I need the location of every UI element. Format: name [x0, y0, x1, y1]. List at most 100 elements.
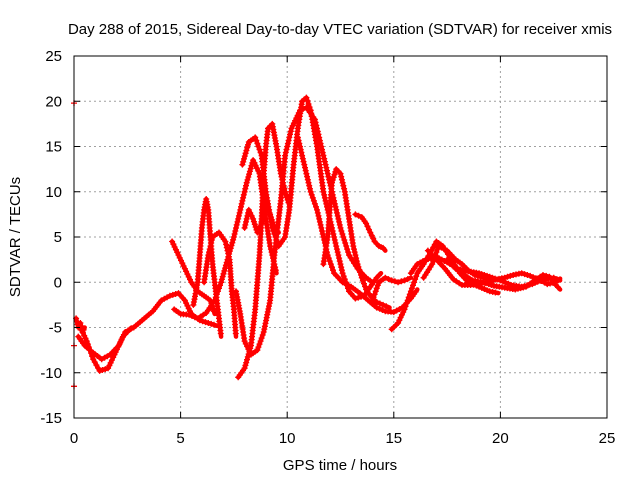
- data-point: [280, 182, 287, 189]
- data-point: [277, 170, 284, 177]
- data-point: [323, 164, 330, 171]
- data-point: [172, 291, 179, 297]
- data-point: [184, 271, 191, 278]
- data-point: [87, 347, 93, 354]
- data-point: [304, 176, 311, 183]
- data-point: [358, 272, 364, 278]
- data-point: [318, 224, 325, 231]
- data-point: [230, 236, 237, 243]
- data-point: [199, 318, 206, 325]
- data-point: [329, 177, 336, 183]
- data-point: [300, 158, 307, 165]
- data-point: [202, 319, 209, 326]
- data-point: [395, 320, 402, 326]
- data-point: [294, 134, 301, 141]
- data-point: [242, 340, 249, 347]
- data-point: [372, 288, 379, 295]
- data-point: [207, 243, 214, 250]
- data-point: [311, 200, 318, 207]
- data-point: [80, 326, 87, 333]
- data-point: [184, 302, 191, 309]
- data-point: [319, 231, 326, 237]
- data-point: [284, 143, 291, 150]
- data-point: [316, 218, 323, 225]
- data-point: [250, 218, 257, 225]
- data-point: [532, 275, 539, 282]
- data-point: [243, 215, 250, 222]
- data-point: [257, 338, 264, 345]
- data-point: [371, 291, 378, 298]
- data-point: [345, 249, 352, 256]
- data-point: [254, 347, 261, 354]
- data-point: [126, 326, 133, 333]
- data-point: [306, 182, 313, 189]
- data-point: [242, 362, 249, 369]
- data-point: [320, 152, 327, 159]
- data-point: [256, 146, 263, 153]
- data-point: [254, 140, 261, 147]
- data-point: [243, 179, 250, 186]
- data-point: [180, 263, 187, 269]
- data-point: [222, 238, 229, 245]
- data-point: [247, 345, 254, 352]
- data-point: [187, 276, 193, 283]
- data-point: [355, 294, 362, 301]
- data-point: [110, 354, 117, 361]
- data-point: [351, 249, 358, 256]
- data-point: [329, 179, 335, 186]
- data-point: [252, 134, 259, 141]
- data-point: [502, 279, 509, 286]
- data-point: [85, 344, 92, 351]
- data-point: [388, 277, 395, 284]
- data-point: [350, 243, 357, 250]
- data-point: [246, 168, 253, 175]
- data-point: [208, 240, 215, 246]
- data-point: [406, 291, 413, 298]
- data-point: [233, 225, 239, 231]
- data-point: [255, 167, 262, 174]
- data-point: [515, 285, 521, 292]
- data-point: [264, 205, 271, 212]
- data-point: [73, 318, 80, 325]
- data-point: [395, 279, 402, 286]
- data-point: [224, 247, 231, 254]
- data-point: [176, 254, 183, 261]
- data-point: [256, 341, 263, 348]
- data-point: [321, 155, 328, 162]
- y-tick-label: 25: [45, 48, 62, 65]
- data-point: [340, 273, 347, 280]
- data-point: [303, 94, 310, 101]
- data-point: [77, 320, 84, 326]
- data-point: [340, 182, 347, 189]
- data-point: [306, 185, 313, 192]
- data-point: [338, 176, 345, 183]
- data-point: [296, 140, 303, 147]
- data-point: [474, 272, 481, 279]
- x-tick-label: 0: [70, 430, 78, 447]
- data-point: [376, 305, 383, 312]
- data-point: [181, 297, 188, 304]
- data-point: [258, 220, 265, 227]
- data-point: [267, 243, 274, 250]
- data-point: [501, 274, 508, 281]
- x-tick-label: 5: [176, 430, 184, 447]
- data-point: [302, 164, 308, 171]
- data-point: [411, 279, 418, 286]
- data-point: [210, 305, 216, 312]
- data-point: [404, 276, 411, 283]
- data-point: [281, 185, 288, 192]
- data-point: [339, 231, 346, 237]
- data-point: [337, 170, 344, 177]
- data-point: [242, 221, 249, 228]
- data-point: [507, 272, 514, 279]
- data-point: [185, 273, 192, 280]
- data-point: [219, 273, 226, 280]
- data-point: [398, 278, 405, 285]
- data-point: [302, 167, 309, 174]
- data-point: [543, 272, 550, 279]
- data-point: [230, 234, 237, 240]
- data-point: [335, 252, 342, 259]
- data-point: [260, 211, 267, 218]
- data-point: [282, 152, 289, 159]
